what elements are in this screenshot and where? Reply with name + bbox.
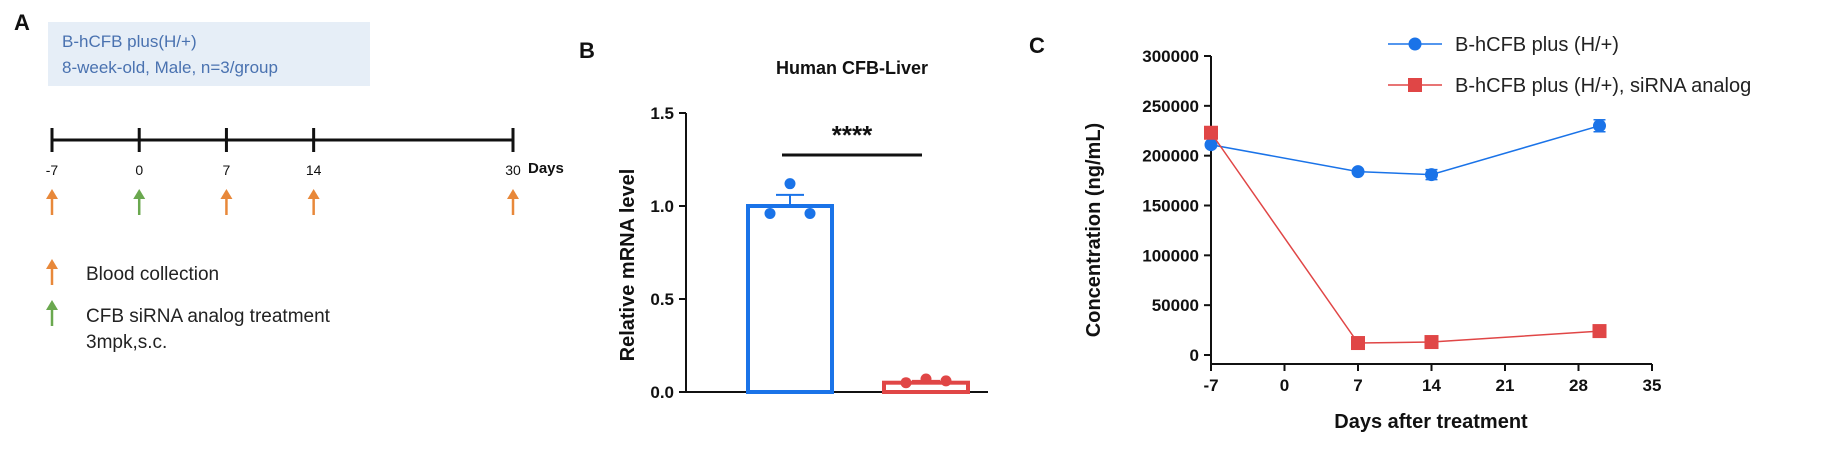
panel-c-x-tick-label: 0 [1280,376,1289,395]
panel-c-data-point [1351,165,1365,179]
panel-c-x-axis-title: Days after treatment [1334,411,1528,433]
timeline-arrow-icon [507,189,519,199]
panel-b-title: Human CFB-Liver [776,58,928,78]
legend-marker [1408,37,1422,51]
panel-c-y-tick-label: 100000 [1142,246,1199,265]
timeline-tick-label: -7 [46,162,59,178]
panel-c-y-tick-label: 200000 [1142,147,1199,166]
panel-c-data-point [1424,335,1439,350]
legend-treatment-line-1: CFB siRNA analog treatment [86,306,331,327]
panel-b-y-tick-label: 0.0 [650,383,674,402]
panel-c-x-tick-label: 7 [1353,376,1362,395]
panel-c-x-tick-label: 21 [1496,376,1515,395]
panel-a-label: A [14,10,30,35]
legend-treatment-line-2: 3mpk,s.c. [86,332,167,353]
panel-b-y-axis-title: Relative mRNA level [617,169,639,362]
panel-b-y-tick-label: 0.5 [650,290,674,309]
timeline-arrow-icon [220,189,233,199]
timeline-tick-label: 7 [223,162,231,178]
panel-b-label: B [579,38,595,63]
panel-c-x-tick-label: 35 [1643,376,1662,395]
panel-b-data-point [900,377,912,389]
panel-c-x-tick-label: 28 [1569,376,1588,395]
panel-b-y-tick-label: 1.0 [650,197,674,216]
timeline: Days -7 0 7 14 30 [46,128,564,215]
panel-c-data-point [1592,324,1607,339]
panel-c-data-point [1351,336,1365,351]
panel-c-x-tick-label: 14 [1422,376,1441,395]
significance-label: **** [832,120,873,150]
legend-blood-collection: Blood collection [86,264,219,285]
panel-b-data-point [764,207,776,219]
timeline-arrow-icon [307,189,320,199]
legend-marker [1408,78,1422,92]
panel-c-series-line [1210,125,1600,176]
panel-c-data-point [1204,125,1218,140]
panel-b-data-point [784,178,796,190]
panel-b-y-tick-label: 1.5 [650,104,674,123]
panel-c-y-tick-label: 300000 [1142,47,1199,66]
panel-c-y-tick-label: 150000 [1142,197,1199,216]
timeline-legend: Blood collection CFB siRNA analog treatm… [46,259,331,353]
panel-c: C Concentration (ng/mL) Days after treat… [1029,33,1751,433]
panel-c-data-point [1204,138,1218,152]
treatment-arrow-icon [46,300,58,326]
timeline-tick-label: 30 [505,162,521,178]
panel-c-series-line [1210,132,1600,344]
timeline-unit-label: Days [528,160,564,177]
timeline-arrow-icon [46,189,58,199]
timeline-tick-label: 14 [306,162,322,178]
panel-a: A B-hCFB plus(H/+) 8-week-old, Male, n=3… [14,10,564,353]
panel-c-data-point [1593,119,1606,133]
panel-c-y-axis-title: Concentration (ng/mL) [1083,123,1105,337]
info-line-1: B-hCFB plus(H/+) [62,32,197,51]
panel-c-legend: B-hCFB plus (H/+) B-hCFB plus (H/+), siRN… [1388,34,1751,97]
panel-c-y-tick-label: 0 [1190,346,1199,365]
info-line-2: 8-week-old, Male, n=3/group [62,58,278,77]
legend-label: B-hCFB plus (H/+) [1455,34,1619,56]
panel-c-y-tick-label: 250000 [1142,97,1199,116]
panel-c-x-tick-label: -7 [1203,376,1218,395]
blood-collection-arrow-icon [46,259,58,285]
panel-c-data-point [1425,168,1438,182]
timeline-tick-label: 0 [135,162,143,178]
info-box [48,22,370,86]
panel-c-label: C [1029,33,1045,58]
panel-b: B Human CFB-Liver Relative mRNA level 0.… [579,38,988,402]
panel-b-plot: 0.0 0.5 1.0 1.5 **** [650,104,988,402]
panel-b-bar [746,204,834,394]
panel-c-y-tick-label: 50000 [1152,296,1199,315]
panel-b-data-point [804,207,816,219]
panel-b-data-point [920,373,932,385]
timeline-arrow-icon [133,189,146,199]
panel-b-data-point [940,375,952,387]
legend-label: B-hCFB plus (H/+), siRNA analog [1455,75,1751,97]
